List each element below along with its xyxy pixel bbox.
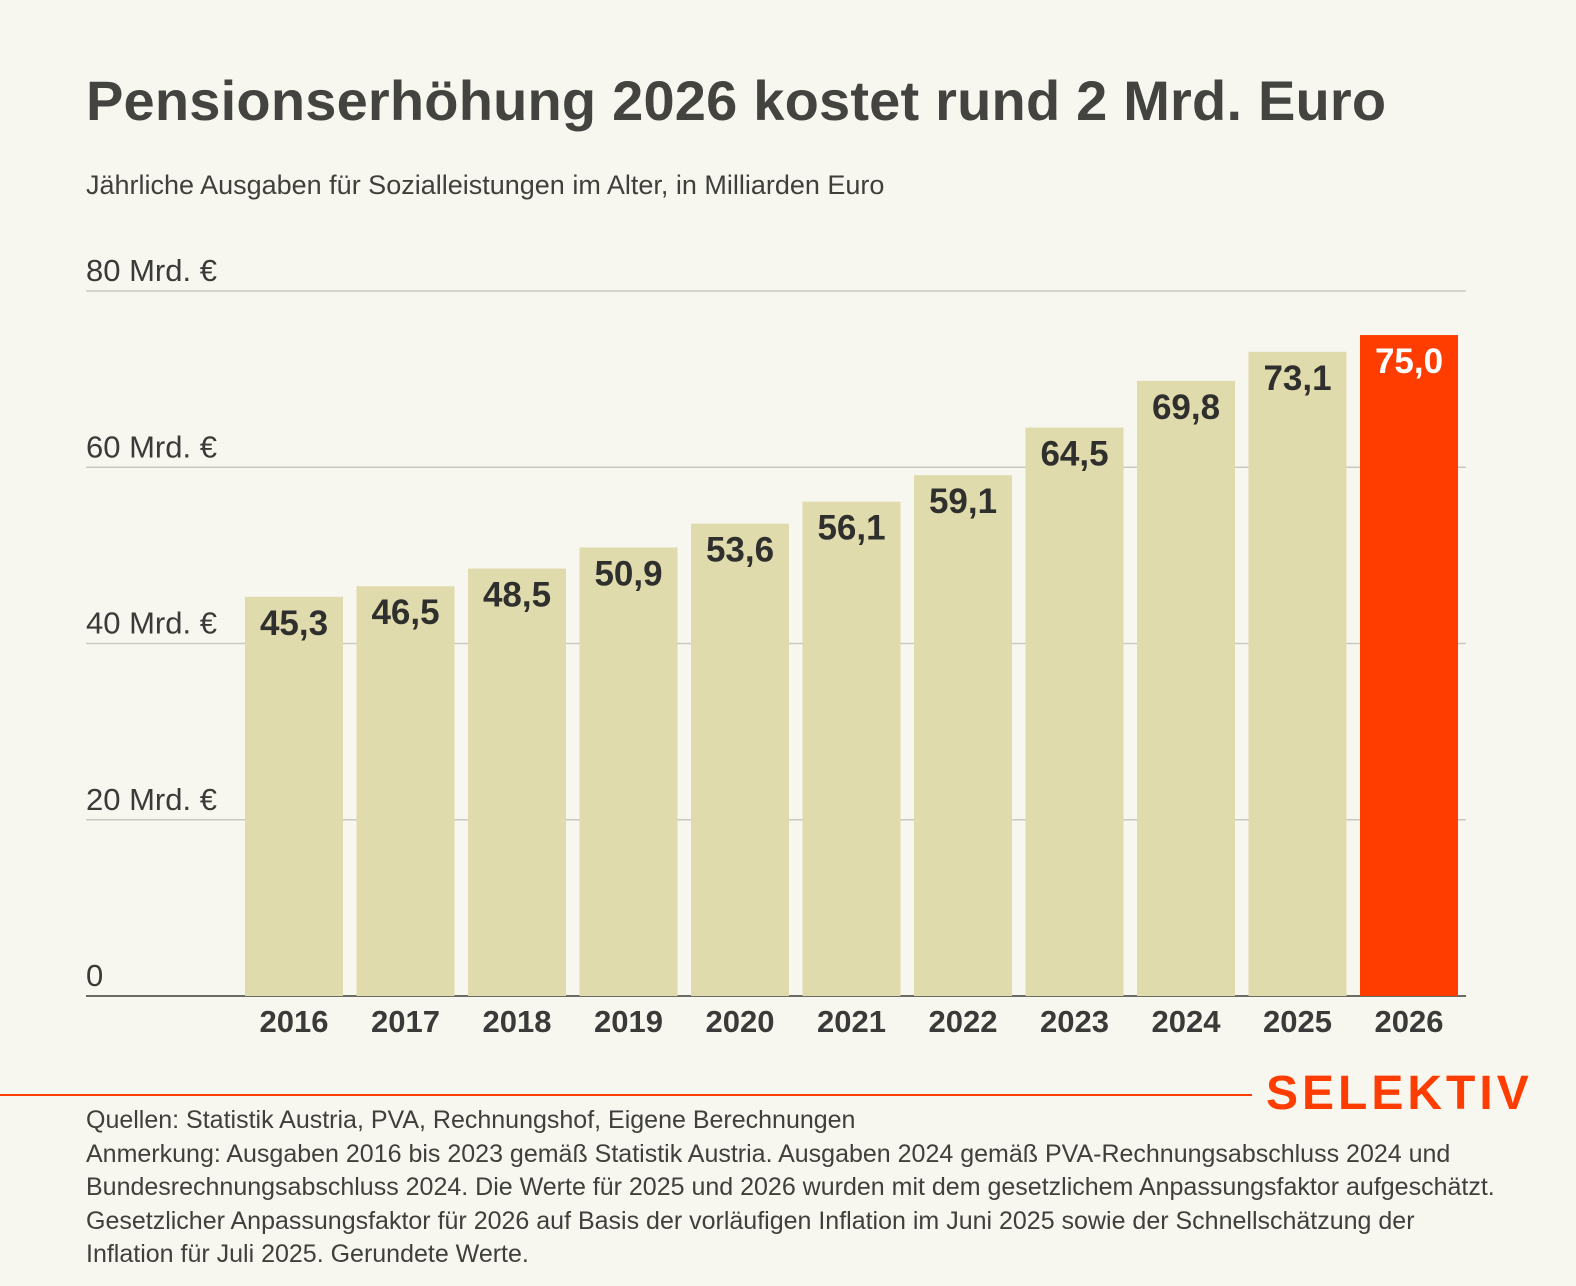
data-label: 53,6 bbox=[706, 531, 774, 570]
bar-2018 bbox=[468, 568, 566, 996]
x-tick-label: 2025 bbox=[1263, 1004, 1332, 1039]
data-label: 46,5 bbox=[371, 593, 439, 632]
footer-notes: Quellen: Statistik Austria, PVA, Rechnun… bbox=[86, 1104, 1506, 1272]
bar-2016 bbox=[245, 596, 343, 996]
x-tick-label: 2023 bbox=[1040, 1004, 1109, 1039]
x-tick-label: 2024 bbox=[1152, 1004, 1222, 1039]
x-tick-label: 2026 bbox=[1375, 1004, 1444, 1039]
data-label: 50,9 bbox=[594, 554, 662, 593]
bar-2026 bbox=[1360, 335, 1458, 996]
x-tick-label: 2022 bbox=[929, 1004, 998, 1039]
data-label: 59,1 bbox=[929, 482, 997, 521]
x-tick-label: 2020 bbox=[706, 1004, 775, 1039]
note-text: Anmerkung: Ausgaben 2016 bis 2023 gemäß … bbox=[86, 1139, 1495, 1269]
labels: 0 20 Mrd. € 40 Mrd. € 60 Mrd. € 80 Mrd. € 45,… bbox=[86, 253, 1443, 1039]
sources-text: Quellen: Statistik Austria, PVA, Rechnun… bbox=[86, 1106, 856, 1134]
x-tick-label: 2021 bbox=[817, 1004, 886, 1039]
bar-2021 bbox=[802, 501, 901, 996]
bar-2020 bbox=[691, 523, 789, 996]
data-label: 64,5 bbox=[1040, 435, 1108, 474]
bar-2019 bbox=[579, 547, 678, 996]
data-label: 75,0 bbox=[1375, 342, 1443, 381]
bar-chart: 0 20 Mrd. € 40 Mrd. € 60 Mrd. € 80 Mrd. € 45,… bbox=[86, 253, 1466, 1039]
bar-2025 bbox=[1248, 351, 1347, 996]
x-tick-label: 2016 bbox=[260, 1004, 329, 1039]
data-label: 56,1 bbox=[817, 509, 885, 548]
footer-divider bbox=[0, 1094, 1252, 1096]
bar-2024 bbox=[1137, 380, 1235, 996]
x-tick-label: 2017 bbox=[371, 1004, 440, 1039]
chart-title: Pensionserhöhung 2026 kostet rund 2 Mrd.… bbox=[86, 69, 1387, 132]
y-tick-label: 60 Mrd. € bbox=[86, 429, 217, 464]
bar-2022 bbox=[914, 475, 1012, 996]
y-tick-label: 0 bbox=[86, 958, 103, 993]
bars bbox=[245, 335, 1458, 996]
y-tick-label: 20 Mrd. € bbox=[86, 782, 217, 817]
x-tick-label: 2018 bbox=[483, 1004, 552, 1039]
brand-logo: SELEKTIV bbox=[1266, 1067, 1533, 1120]
data-label: 48,5 bbox=[483, 576, 551, 615]
bar-2017 bbox=[356, 586, 455, 996]
data-label: 69,8 bbox=[1152, 388, 1220, 427]
bar-2023 bbox=[1025, 427, 1124, 996]
chart-subtitle: Jährliche Ausgaben für Sozialleistungen … bbox=[86, 170, 885, 200]
x-tick-label: 2019 bbox=[594, 1004, 663, 1039]
data-label: 45,3 bbox=[260, 604, 328, 643]
y-tick-label: 80 Mrd. € bbox=[86, 253, 217, 288]
y-tick-label: 40 Mrd. € bbox=[86, 606, 217, 641]
data-label: 73,1 bbox=[1263, 359, 1331, 398]
